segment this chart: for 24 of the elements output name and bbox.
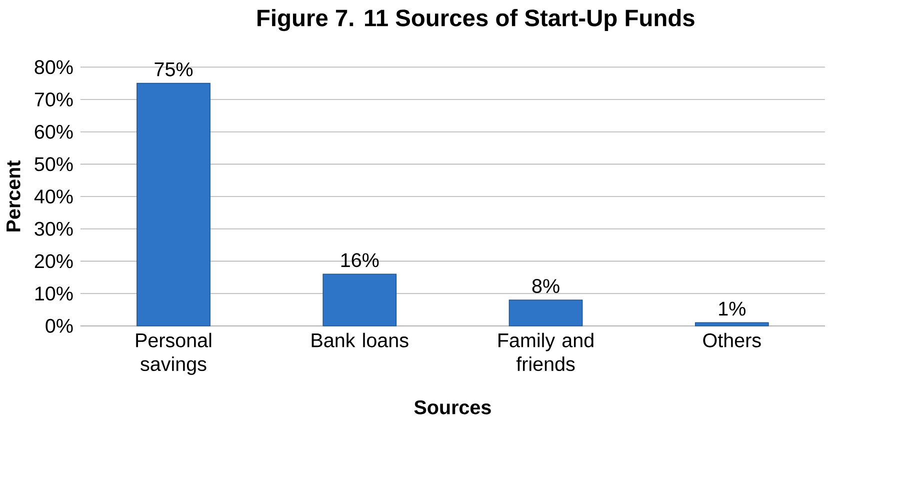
- x-tick-label: Family and friends: [498, 332, 594, 372]
- data-label: 8%: [532, 279, 560, 294]
- y-tick-label: 40%: [34, 190, 73, 204]
- x-tick-label: Others: [703, 332, 761, 348]
- bar: [694, 322, 769, 326]
- bar: [136, 83, 210, 326]
- bar: [322, 274, 397, 326]
- data-label: 1%: [719, 302, 746, 316]
- y-tick-label: 10%: [35, 286, 73, 301]
- y-tick-label: 50%: [34, 157, 73, 172]
- x-axis-title: Sources: [414, 400, 491, 414]
- y-tick-label: 80%: [34, 60, 73, 74]
- y-tick-label: 30%: [34, 222, 73, 236]
- data-label: 75%: [154, 62, 193, 76]
- x-tick-label: Bank loans: [312, 332, 408, 348]
- y-tick-label: 20%: [34, 254, 73, 268]
- chart-title: Figure 7. 11 Sources of Start-Up Funds: [258, 9, 694, 32]
- x-tick-label: Personal savings: [136, 332, 212, 376]
- data-label: 16%: [341, 253, 379, 268]
- y-axis-title: Percent: [6, 160, 20, 232]
- bar: [508, 300, 583, 326]
- y-tick-label: 70%: [34, 92, 73, 107]
- y-tick-label: 60%: [34, 124, 73, 139]
- y-tick-label: 0%: [46, 318, 73, 333]
